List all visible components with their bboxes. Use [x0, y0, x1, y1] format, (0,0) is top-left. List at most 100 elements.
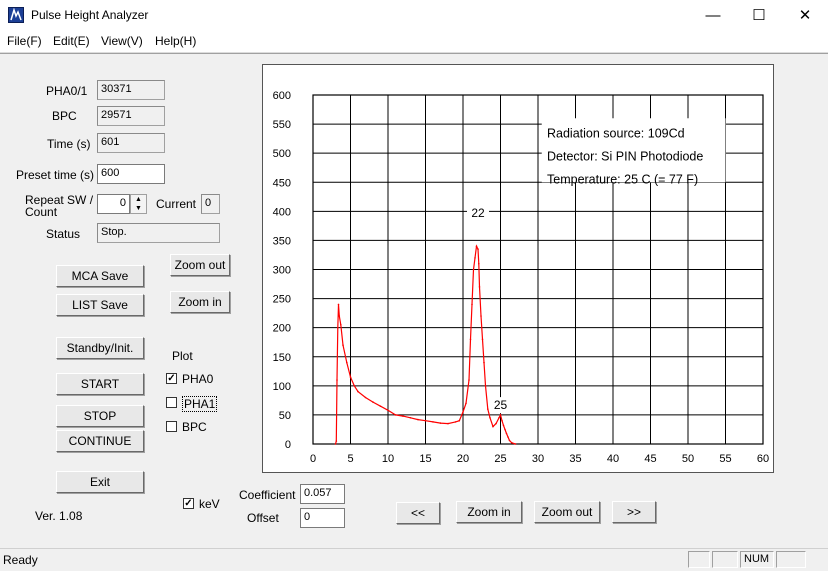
pha1-label: PHA1: [182, 396, 218, 412]
spectrum-data-point: [364, 396, 367, 399]
mca-save-button[interactable]: MCA Save: [56, 265, 144, 287]
menu-view[interactable]: View(V): [101, 34, 143, 48]
spectrum-data-point: [475, 245, 478, 247]
spectrum-data-point: [432, 421, 434, 423]
spectrum-data-point: [483, 361, 485, 364]
kev-checkbox[interactable]: ✓: [183, 498, 194, 509]
x-tick-label: 55: [719, 453, 731, 465]
spectrum-data-point: [502, 424, 505, 427]
bpc-value: 29571: [97, 106, 165, 126]
spectrum-data-point: [340, 324, 342, 326]
status-label: Status: [46, 227, 81, 241]
spectrum-data-point: [462, 411, 464, 413]
spectrum-data-point: [334, 443, 337, 445]
zoom-out-x-button[interactable]: Zoom out: [534, 501, 600, 523]
scroll-left-button[interactable]: <<: [396, 502, 440, 524]
standby-init-button[interactable]: Standby/Init.: [56, 337, 144, 359]
zoom-in-y-button[interactable]: Zoom in: [170, 291, 230, 313]
spectrum-data-point: [472, 268, 475, 271]
repeat-label: Repeat SW / Count: [25, 193, 94, 219]
status-value: Stop.: [97, 223, 220, 243]
time-value: 601: [97, 133, 165, 153]
preset-time-label: Preset time (s): [16, 168, 95, 182]
offset-input[interactable]: 0: [300, 508, 345, 528]
x-tick-label: 20: [457, 453, 469, 465]
maximize-icon[interactable]: ☐: [752, 7, 766, 24]
spectrum-data-point: [379, 405, 382, 408]
peak-label-bg: [467, 205, 489, 222]
y-tick-label: 300: [273, 265, 291, 277]
repeat-count-input[interactable]: 0: [97, 194, 130, 214]
spectrum-data-point: [495, 422, 497, 425]
plot-frame: [312, 94, 764, 445]
annotation-box: [541, 118, 726, 183]
spectrum-data-point: [394, 414, 397, 416]
y-tick-label: 600: [273, 90, 291, 102]
list-save-button[interactable]: LIST Save: [56, 294, 144, 316]
spectrum-data-point: [372, 401, 374, 403]
exit-button[interactable]: Exit: [56, 471, 144, 493]
zoom-out-y-button[interactable]: Zoom out: [170, 254, 230, 276]
status-pane-1: [688, 551, 710, 568]
spectrum-data-point: [501, 419, 503, 422]
annotation-text: Detector: Si PIN Photodiode: [547, 149, 703, 163]
menu-file[interactable]: File(F): [7, 34, 42, 48]
version-label: Ver. 1.08: [35, 509, 83, 523]
spectrum-data-point: [387, 409, 389, 412]
pha0-checkbox[interactable]: ✓: [166, 373, 177, 384]
spectrum-data-point: [402, 415, 404, 417]
x-tick-label: 5: [347, 453, 353, 465]
menu-edit[interactable]: Edit(E): [53, 34, 90, 48]
spectrum-chart: 0 5 10 15 20 25 30 35 40 45 50 55 600501001502002503…: [242, 90, 769, 488]
spectrum-data-point: [504, 428, 506, 431]
spectrum-data-point: [469, 338, 472, 341]
continue-button[interactable]: CONTINUE: [56, 430, 144, 452]
y-tick-label: 50: [279, 410, 291, 422]
spin-up-icon[interactable]: ▲: [135, 196, 142, 203]
scroll-right-button[interactable]: >>: [612, 501, 656, 523]
spectrum-data-point: [447, 422, 449, 425]
num-lock-indicator: NUM: [740, 551, 774, 568]
y-tick-label: 350: [273, 235, 291, 247]
spectrum-data-point: [338, 315, 341, 317]
spectrum-data-point: [458, 419, 461, 422]
spectrum-data-point: [454, 421, 457, 423]
coefficient-input[interactable]: 0.057: [300, 484, 345, 504]
spectrum-data-point: [499, 414, 502, 416]
bpc-checkbox[interactable]: [166, 421, 177, 432]
close-icon[interactable]: ✕: [798, 7, 812, 24]
zoom-in-x-button[interactable]: Zoom in: [456, 501, 522, 523]
spectrum-data-point: [424, 419, 427, 422]
preset-time-input[interactable]: 600: [97, 164, 165, 184]
app-icon: [8, 7, 24, 23]
menu-help[interactable]: Help(H): [155, 34, 197, 48]
pha1-checkbox[interactable]: [166, 397, 177, 408]
start-button[interactable]: START: [56, 373, 144, 395]
spectrum-data-point: [439, 422, 442, 424]
window-title: Pulse Height Analyzer: [31, 8, 149, 22]
peak-label-bg: [489, 397, 512, 414]
stop-button[interactable]: STOP: [56, 405, 144, 427]
spectrum-data-point: [474, 257, 476, 259]
spin-down-icon[interactable]: ▼: [135, 205, 142, 212]
y-tick-label: 0: [285, 439, 291, 451]
status-pane-2: [712, 551, 738, 568]
spectrum-data-point: [346, 361, 348, 364]
x-tick-label: 15: [419, 453, 431, 465]
x-tick-label: 0: [310, 453, 316, 465]
bpc-label: BPC: [52, 109, 77, 123]
pha0-label: PHA0: [182, 372, 214, 386]
x-tick-label: 45: [644, 453, 656, 465]
spectrum-data-point: [481, 338, 484, 341]
spectrum-data-point: [335, 440, 338, 442]
spectrum-data-point: [511, 442, 513, 444]
spectrum-data-point: [508, 439, 511, 442]
x-tick-label: 40: [607, 453, 619, 465]
time-label: Time (s): [47, 137, 91, 151]
minimize-icon[interactable]: —: [705, 6, 721, 24]
y-tick-label: 550: [273, 119, 291, 131]
bpc-checkbox-label: BPC: [182, 420, 207, 434]
repeat-spinner[interactable]: ▲ ▼: [130, 194, 147, 214]
spectrum-data-point: [477, 248, 479, 250]
status-text: Ready: [3, 553, 38, 567]
